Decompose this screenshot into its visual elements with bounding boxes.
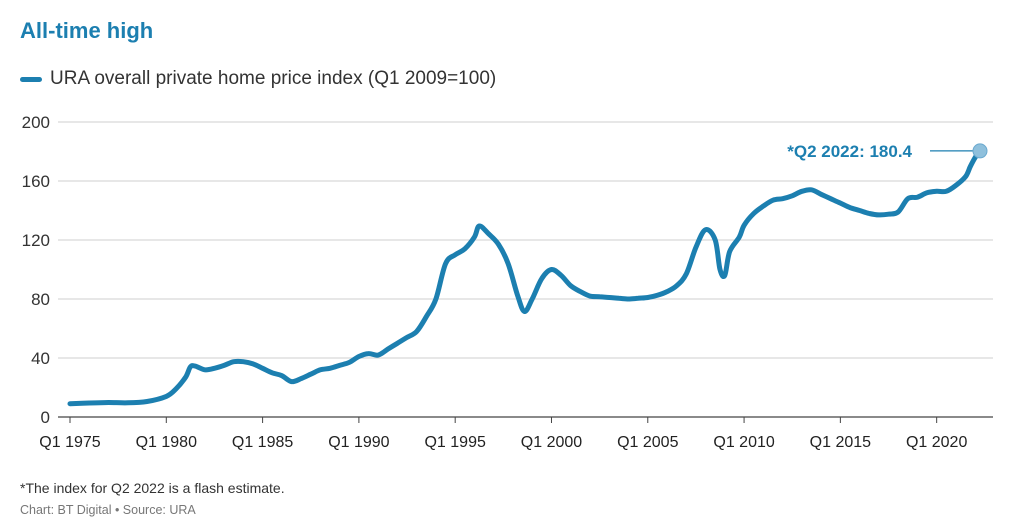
annotation: *Q2 2022: 180.4 (787, 142, 988, 161)
legend-swatch (20, 76, 42, 82)
series-line (67, 148, 983, 407)
x-tick-label: Q1 1990 (328, 434, 389, 451)
legend-label: URA overall private home price index (Q1… (50, 68, 497, 89)
legend: URA overall private home price index (Q1… (20, 68, 496, 90)
x-axis-ticks: Q1 1975 Q1 1980 Q1 1985 Q1 1990 Q1 1995 Q1 20… (39, 417, 967, 451)
x-tick-label: Q1 1975 (39, 434, 100, 451)
x-tick-label: Q1 2010 (713, 434, 774, 451)
y-tick-label: 120 (22, 231, 50, 250)
x-tick-label: Q1 1985 (232, 434, 293, 451)
x-tick-label: Q1 1980 (136, 434, 197, 451)
chart-title: All-time high (20, 18, 154, 43)
footnote: *The index for Q2 2022 is a flash estima… (20, 480, 285, 496)
y-axis-ticks: 0 40 80 120 160 200 (22, 113, 50, 427)
x-tick-label: Q1 2000 (521, 434, 582, 451)
y-tick-label: 160 (22, 172, 50, 191)
y-tick-label: 200 (22, 113, 50, 132)
x-tick-label: Q1 1995 (424, 434, 485, 451)
annotation-label: *Q2 2022: 180.4 (787, 142, 912, 161)
annotation-point (972, 143, 988, 159)
y-tick-label: 0 (41, 408, 50, 427)
x-tick-label: Q1 2005 (617, 434, 678, 451)
y-tick-label: 40 (31, 349, 50, 368)
x-tick-label: Q1 2020 (906, 434, 967, 451)
x-tick-label: Q1 2015 (810, 434, 871, 451)
grid-lines (58, 121, 993, 418)
chart-credit: Chart: BT Digital • Source: URA (20, 503, 196, 517)
y-tick-label: 80 (31, 290, 50, 309)
